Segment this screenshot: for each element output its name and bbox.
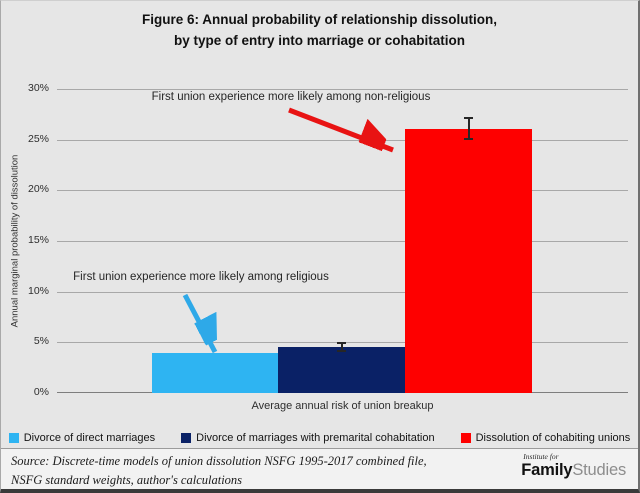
ytick-label-0%: 0% [33, 386, 49, 398]
ifs-logo-family: Family [521, 461, 573, 479]
chart-title-line1: Figure 6: Annual probability of relation… [141, 12, 497, 27]
plot-area [57, 89, 628, 393]
gridline-30% [57, 89, 628, 90]
legend-label: Divorce of direct marriages [23, 432, 156, 444]
ifs-logo: Institute for FamilyStudies [521, 452, 626, 480]
legend-item-cohabiting-unions: Dissolution of cohabiting unions [460, 432, 631, 444]
legend-swatch-lightblue-icon [8, 433, 19, 443]
source-note: Source: Discrete-time models of union di… [11, 452, 427, 489]
ifs-logo-institute-for: Institute for [523, 452, 559, 461]
footer-strip: Source: Discrete-time models of union di… [1, 448, 638, 489]
error-bar-2 [467, 117, 470, 140]
source-line1: Source: Discrete-time models of union di… [11, 454, 427, 468]
legend-swatch-red-icon [460, 433, 471, 443]
ifs-logo-name: FamilyStudies [521, 461, 626, 479]
ifs-logo-studies: Studies [572, 461, 626, 479]
gridline-10% [57, 291, 628, 293]
error-bar-cap [337, 350, 346, 353]
ytick-label-15%: 15% [27, 234, 49, 246]
legend-label: Divorce of marriages with premarital coh… [196, 432, 435, 444]
ytick-label-10%: 10% [27, 284, 49, 297]
legend: Divorce of direct marriages Divorce of m… [1, 432, 638, 444]
annotation-nonreligious: First union experience more likely among… [151, 91, 431, 103]
annotation-religious: First union experience more likely among… [73, 271, 329, 283]
bar-0 [152, 353, 278, 393]
error-bar-cap [337, 342, 346, 345]
x-axis-label: Average annual risk of union breakup [251, 400, 434, 412]
error-bar-cap [464, 117, 473, 120]
legend-label: Dissolution of cohabiting unions [475, 432, 631, 444]
gridline-25% [57, 139, 628, 141]
bar-1 [278, 347, 405, 393]
error-bar-1 [340, 342, 343, 353]
ytick-label-30%: 30% [27, 82, 49, 94]
gridline-20% [57, 190, 628, 192]
chart-title: Figure 6: Annual probability of relation… [1, 10, 638, 52]
legend-swatch-navy-icon [181, 433, 192, 443]
gridline-15% [57, 241, 628, 242]
error-bar-cap [464, 137, 473, 140]
ytick-label-20%: 20% [27, 183, 49, 196]
ytick-label-25%: 25% [27, 132, 49, 145]
source-line2: NSFG standard weights, author's calculat… [11, 473, 243, 488]
legend-item-direct-marriages: Divorce of direct marriages [8, 432, 156, 444]
legend-item-premarital-cohabitation: Divorce of marriages with premarital coh… [181, 432, 435, 444]
bar-2 [405, 128, 532, 393]
ytick-label-5%: 5% [33, 335, 49, 348]
chart-title-line2: by type of entry into marriage or cohabi… [173, 32, 466, 48]
